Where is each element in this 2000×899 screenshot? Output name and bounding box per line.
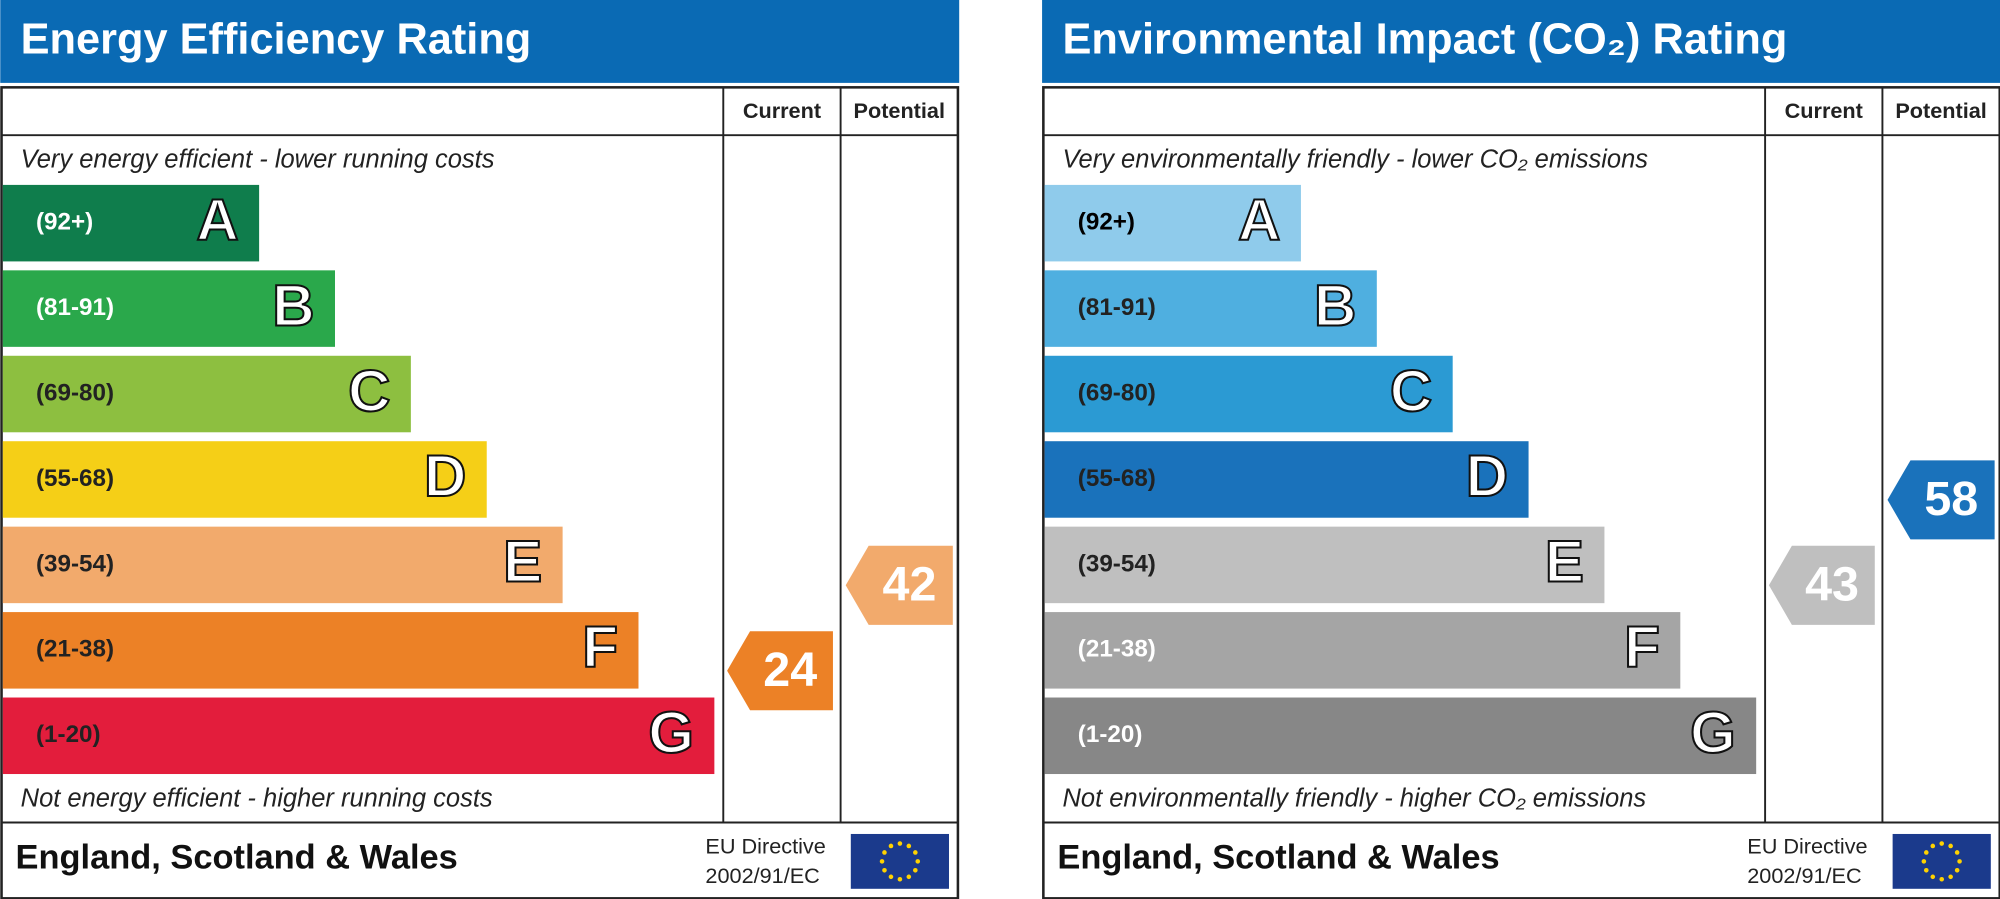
band-letter: F [1624, 615, 1660, 680]
flag-star [906, 843, 912, 849]
band-range: (1-20) [36, 721, 101, 748]
band-range: (39-54) [1078, 550, 1156, 577]
rating-value: 58 [1924, 472, 1978, 526]
directive-line: EU Directive [1747, 834, 1867, 859]
rating-band [1044, 184, 1301, 262]
header-bar [1042, 0, 2000, 83]
band-letter: D [1466, 444, 1508, 509]
rating-value: 24 [763, 643, 817, 697]
flag-star [1939, 841, 1945, 846]
rating-band [1044, 526, 1605, 604]
band-range: (21-38) [36, 636, 114, 663]
column-header: Potential [854, 98, 945, 123]
flag-star [1957, 859, 1962, 864]
band-letter: A [1238, 188, 1280, 253]
band-letter: E [503, 530, 542, 595]
band-range: (39-54) [36, 550, 114, 577]
rating-panel: Energy Efficiency Rating Current Potential… [0, 0, 960, 899]
band-letter: E [1545, 530, 1584, 595]
rating-band [2, 441, 487, 518]
flag-star [1948, 874, 1953, 880]
band-range: (81-91) [1078, 294, 1156, 321]
column-header: Potential [1895, 98, 1986, 123]
band-letter: F [582, 615, 618, 680]
flag-star [1930, 874, 1936, 880]
flag-star [1921, 859, 1927, 864]
rating-band [2, 184, 260, 262]
rating-band [1044, 612, 1681, 689]
rating-band [1044, 270, 1377, 347]
band-range: (69-80) [36, 379, 114, 406]
band-range: (69-80) [1078, 379, 1156, 406]
directive-line: 2002/91/EC [705, 863, 819, 888]
directive-line: EU Directive [705, 834, 825, 859]
band-range: (21-38) [1078, 636, 1156, 663]
flag-star [1923, 868, 1929, 873]
flag-star [897, 876, 903, 882]
flag-star [882, 850, 887, 855]
flag-star [906, 874, 912, 880]
band-letter: G [648, 701, 694, 766]
column-header: Current [743, 98, 821, 123]
rating-arrow [727, 631, 833, 711]
band-range: (55-68) [1078, 465, 1156, 492]
rating-arrow [1768, 545, 1875, 625]
directive-line: 2002/91/EC [1747, 863, 1861, 888]
rating-arrow [845, 545, 953, 625]
top-caption: Very environmentally friendly - lower CO… [1062, 145, 1648, 173]
footer-region: England, Scotland & Wales [16, 839, 458, 877]
flag-star [1948, 843, 1953, 849]
flag-star [1923, 850, 1929, 855]
band-letter: G [1690, 701, 1736, 766]
flag-star [915, 859, 921, 864]
flag-star [1954, 850, 1960, 855]
rating-arrow [1887, 460, 1995, 540]
flag-star [897, 841, 903, 846]
band-range: (92+) [36, 209, 93, 236]
footer-region: England, Scotland & Wales [1057, 839, 1499, 877]
band-range: (81-91) [36, 294, 114, 321]
band-letter: A [196, 188, 238, 253]
band-range: (92+) [1078, 209, 1135, 236]
rating-band [2, 612, 639, 689]
flag-star [1930, 843, 1936, 849]
flag-star [913, 850, 918, 855]
band-letter: B [272, 273, 314, 338]
bottom-caption: Not environmentally friendly - higher CO… [1062, 784, 1646, 812]
flag-star [879, 859, 885, 864]
panel-title: Environmental Impact (CO₂) Rating [1062, 16, 1787, 64]
flag-star [913, 868, 918, 873]
flag-star [1939, 876, 1945, 882]
band-letter: D [424, 444, 466, 509]
rating-value: 43 [1805, 558, 1859, 612]
bottom-caption: Not energy efficient - higher running co… [21, 784, 493, 812]
rating-band [1044, 697, 1757, 775]
band-range: (55-68) [36, 465, 114, 492]
rating-band [2, 270, 335, 347]
rating-band [2, 526, 563, 604]
rating-band [1044, 441, 1529, 518]
flag-star [888, 874, 894, 880]
band-letter: B [1314, 273, 1356, 338]
rating-value: 42 [883, 558, 937, 612]
flag-star [1954, 868, 1960, 873]
rating-panel: Environmental Impact (CO₂) Rating Current… [1042, 0, 2000, 899]
band-letter: C [348, 359, 390, 424]
rating-band [1044, 355, 1453, 433]
flag-star [882, 868, 887, 873]
header-bar [0, 0, 960, 83]
rating-band [2, 355, 411, 433]
band-range: (1-20) [1078, 721, 1143, 748]
panel-title: Energy Efficiency Rating [21, 16, 532, 64]
band-letter: C [1390, 359, 1432, 424]
rating-band [2, 697, 715, 775]
column-header: Current [1785, 98, 1863, 123]
flag-star [888, 843, 894, 849]
top-caption: Very energy efficient - lower running co… [21, 145, 495, 173]
